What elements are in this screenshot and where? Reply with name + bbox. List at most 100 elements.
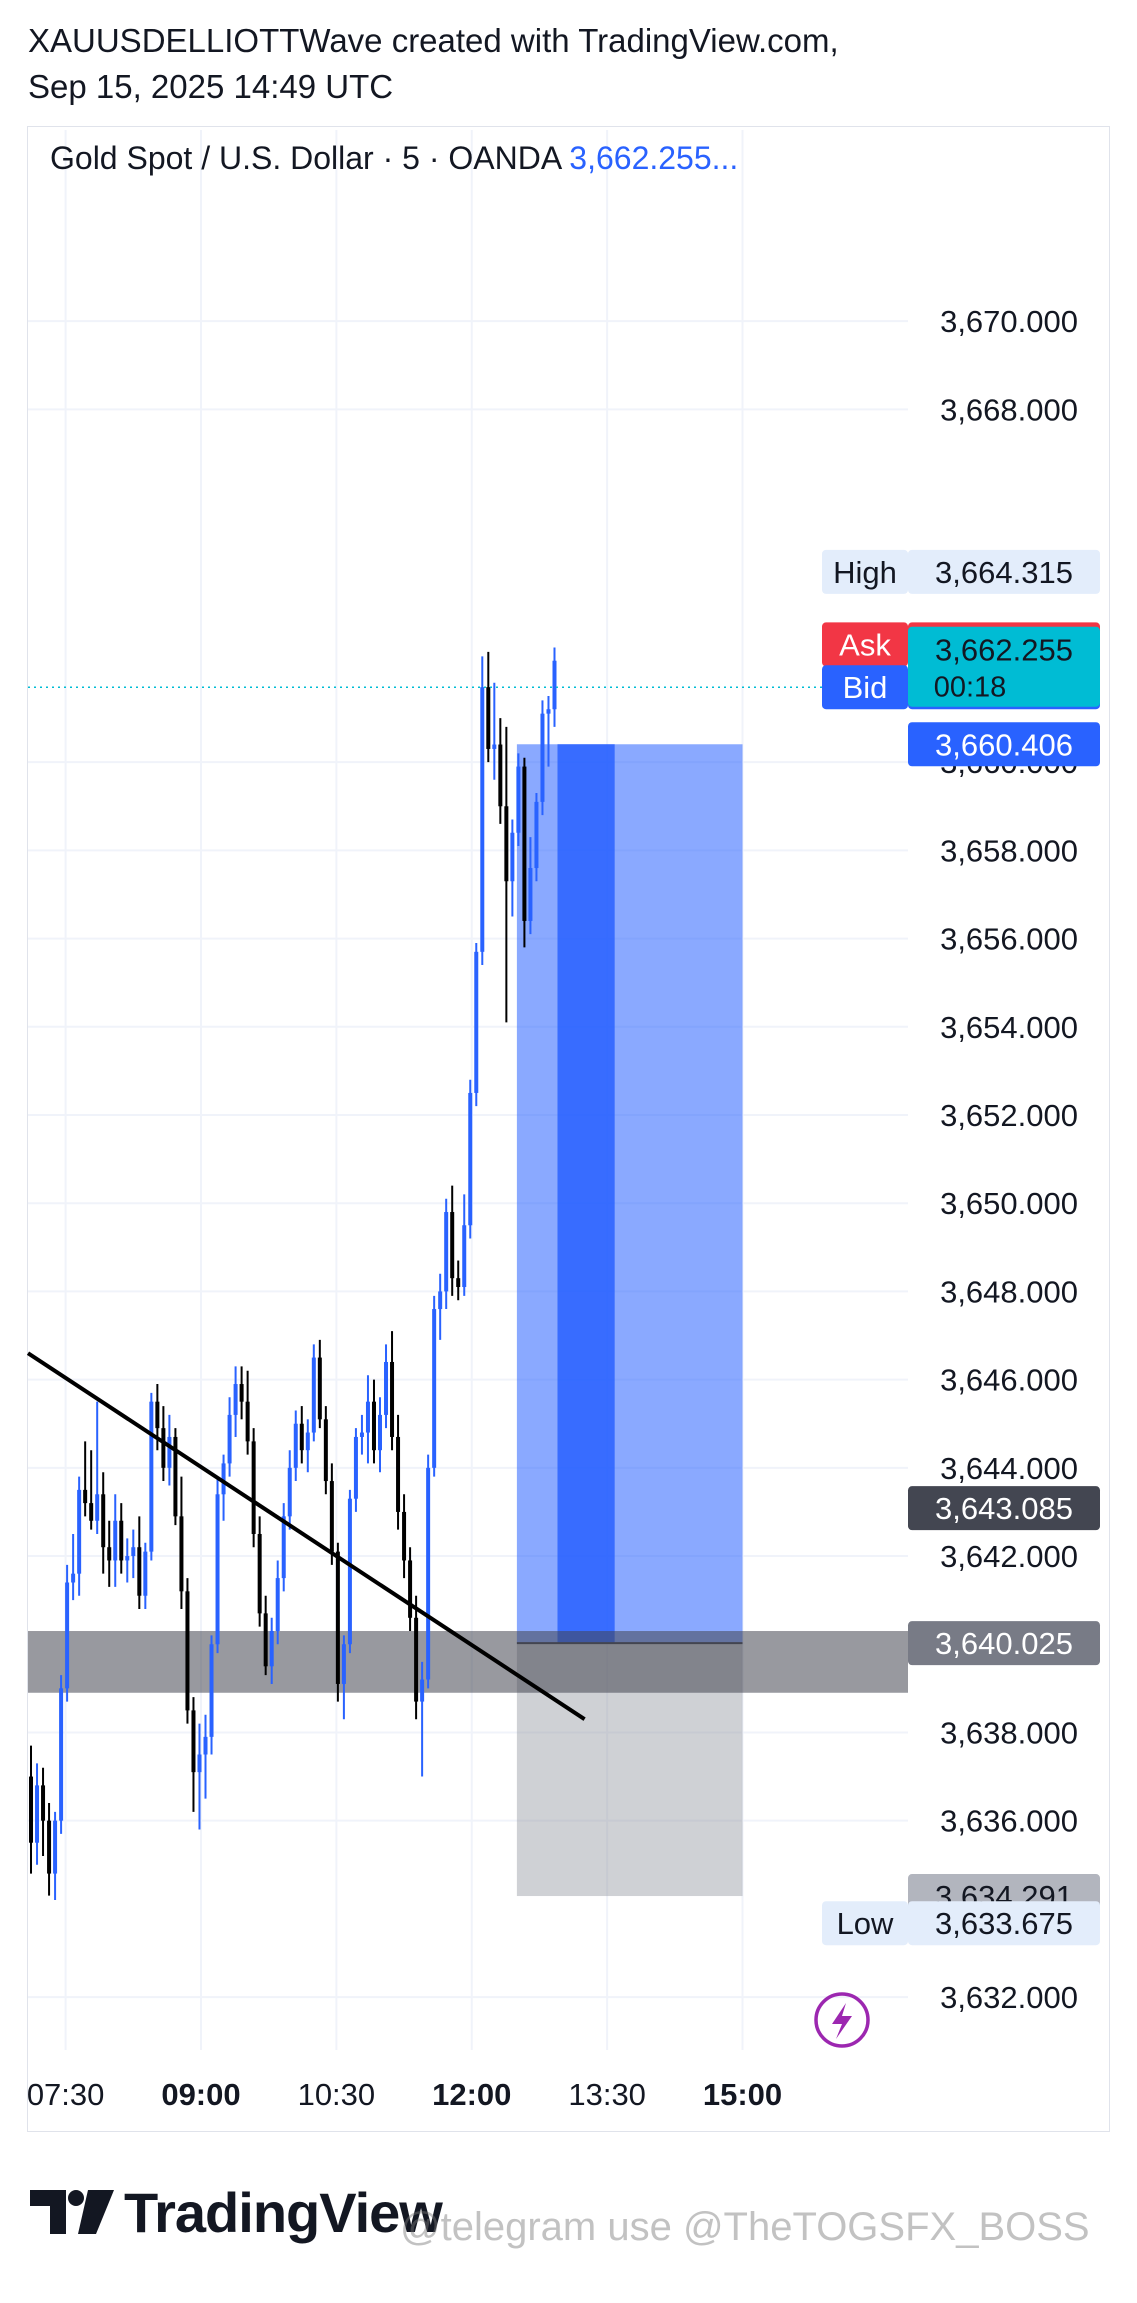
candle-body[interactable] (167, 1436, 172, 1468)
candle-body[interactable] (179, 1516, 184, 1592)
candle-body[interactable] (149, 1401, 154, 1552)
candle-body[interactable] (65, 1582, 70, 1689)
candle-body[interactable] (137, 1547, 142, 1596)
candle-body[interactable] (335, 1551, 340, 1684)
candle-body[interactable] (317, 1357, 322, 1420)
candle-body[interactable] (311, 1357, 316, 1433)
candle-body[interactable] (546, 709, 551, 714)
y-axis-tick-label: 3,650.000 (940, 1186, 1078, 1221)
candle-body[interactable] (77, 1489, 82, 1574)
candle-body[interactable] (528, 868, 533, 921)
candle-body[interactable] (498, 744, 503, 807)
candle-body[interactable] (59, 1688, 64, 1821)
candle-body[interactable] (119, 1520, 124, 1561)
candle-body[interactable] (35, 1785, 40, 1843)
candle-body[interactable] (113, 1520, 118, 1561)
candle-body[interactable] (233, 1384, 238, 1415)
candle-body[interactable] (257, 1533, 262, 1614)
candle-body[interactable] (522, 766, 527, 921)
candle-body[interactable] (47, 1820, 52, 1874)
candle-body[interactable] (323, 1419, 328, 1482)
candle-body[interactable] (89, 1503, 94, 1521)
profit-zone-outer[interactable] (516, 744, 743, 1644)
candle-body[interactable] (203, 1736, 208, 1755)
candle-body[interactable] (185, 1591, 190, 1711)
candle-body[interactable] (534, 801, 539, 869)
x-axis-tick-label: 13:30 (568, 2077, 646, 2112)
candle-body[interactable] (456, 1278, 461, 1288)
candle-body[interactable] (239, 1384, 244, 1402)
candle-body[interactable] (299, 1423, 304, 1451)
candle-body[interactable] (305, 1432, 310, 1451)
candle-body[interactable] (504, 806, 509, 882)
symbol-legend[interactable]: Gold Spot / U.S. Dollar · 5 · OANDA 3,66… (50, 140, 738, 177)
profit-zone-inner[interactable] (557, 744, 615, 1644)
candle-body[interactable] (275, 1578, 280, 1632)
candle-body[interactable] (71, 1573, 76, 1583)
candle-body[interactable] (492, 744, 497, 749)
candle-body[interactable] (444, 1212, 449, 1292)
candle-body[interactable] (53, 1820, 58, 1874)
candle-body[interactable] (83, 1489, 88, 1504)
candle-body[interactable] (95, 1494, 100, 1521)
candle-body[interactable] (474, 951, 479, 1093)
candle-body[interactable] (101, 1494, 106, 1548)
candle-body[interactable] (221, 1463, 226, 1495)
candle-body[interactable] (414, 1617, 419, 1702)
candle-body[interactable] (227, 1414, 232, 1464)
candle-body[interactable] (371, 1401, 376, 1451)
candle-body[interactable] (426, 1467, 431, 1680)
candle-body[interactable] (281, 1516, 286, 1579)
candle-body[interactable] (143, 1551, 148, 1596)
candle-body[interactable] (378, 1414, 382, 1451)
candle-body[interactable] (365, 1401, 370, 1433)
candle-body[interactable] (552, 660, 557, 710)
candle-body[interactable] (359, 1432, 364, 1437)
candle-body[interactable] (209, 1644, 214, 1737)
candle-body[interactable] (540, 713, 545, 802)
trendline[interactable] (26, 1351, 586, 1721)
candle-body[interactable] (438, 1291, 443, 1310)
candle-body[interactable] (390, 1361, 395, 1437)
candle-body[interactable] (191, 1710, 196, 1773)
candle-body[interactable] (402, 1511, 407, 1561)
candle-body[interactable] (516, 766, 521, 833)
price-label-value: 3,640.025 (935, 1626, 1073, 1661)
candle-body[interactable] (173, 1436, 178, 1517)
candle-body[interactable] (161, 1428, 166, 1468)
candle-body[interactable] (245, 1401, 250, 1442)
candle-body[interactable] (384, 1361, 389, 1415)
candle-body[interactable] (329, 1481, 334, 1552)
candle-body[interactable] (197, 1754, 202, 1773)
candle-body[interactable] (432, 1309, 437, 1468)
candle-body[interactable] (353, 1436, 358, 1499)
candle-body[interactable] (293, 1423, 298, 1468)
candle-body[interactable] (510, 832, 515, 882)
candle-body[interactable] (450, 1212, 455, 1279)
candle-body[interactable] (341, 1644, 346, 1684)
candle-body[interactable] (468, 1092, 473, 1226)
candle-body[interactable] (125, 1556, 130, 1561)
candle-body[interactable] (347, 1498, 352, 1645)
candle-body[interactable] (155, 1401, 160, 1429)
candle-body[interactable] (215, 1494, 220, 1645)
candle-body[interactable] (107, 1547, 112, 1561)
lightning-button[interactable] (814, 1992, 870, 2048)
candle-body[interactable] (263, 1613, 268, 1667)
symbol-price: 3,662.255... (569, 140, 739, 176)
candle-body[interactable] (287, 1467, 292, 1517)
candle-body[interactable] (29, 1776, 34, 1843)
last-price-box (908, 626, 1100, 707)
candle-body[interactable] (486, 687, 491, 749)
candle-body[interactable] (420, 1679, 425, 1702)
y-axis-tick-label: 3,670.000 (940, 304, 1078, 339)
candle-body[interactable] (269, 1631, 274, 1667)
candle-body[interactable] (396, 1436, 401, 1512)
candle-body[interactable] (462, 1225, 467, 1288)
candle-body[interactable] (408, 1560, 413, 1618)
candle-body[interactable] (251, 1441, 256, 1534)
candle-body[interactable] (480, 687, 485, 952)
candle-body[interactable] (131, 1547, 136, 1557)
candle-body[interactable] (41, 1785, 46, 1821)
